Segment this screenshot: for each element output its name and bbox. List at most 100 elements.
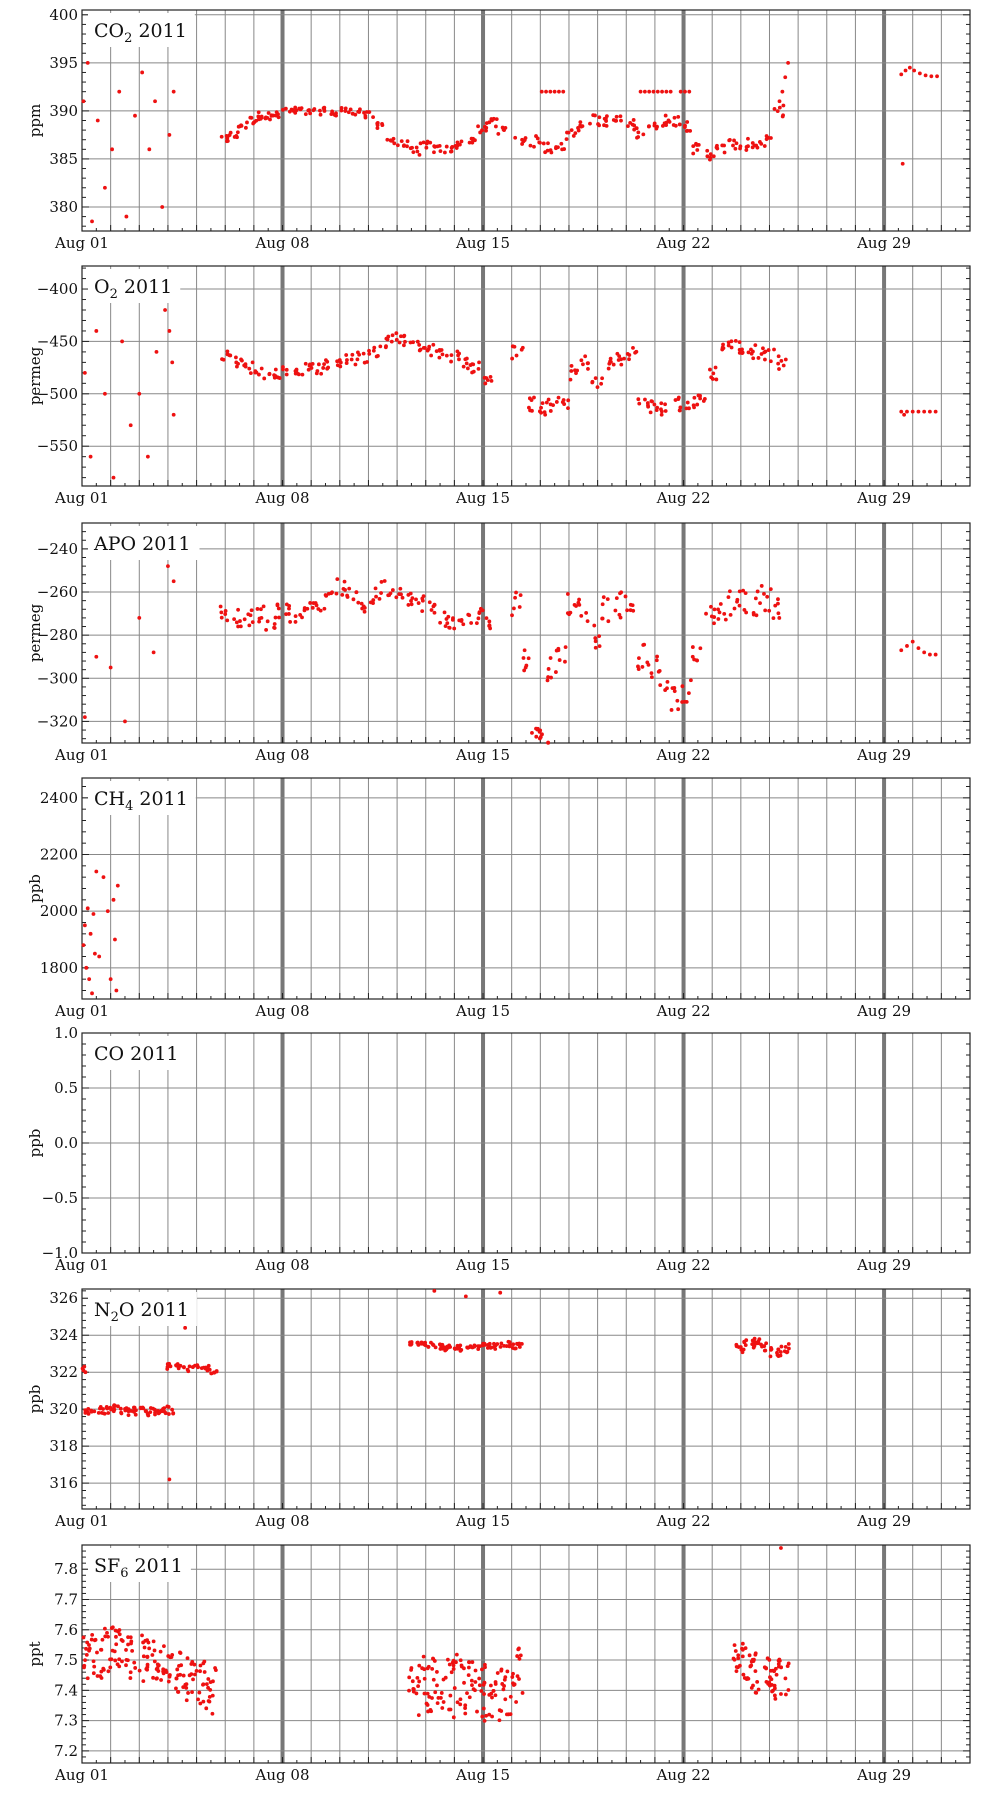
data-point	[264, 627, 268, 632]
y-tick-label: 380	[49, 198, 78, 216]
data-point	[517, 605, 522, 609]
data-point	[411, 340, 415, 345]
data-point	[84, 1652, 89, 1657]
data-point	[322, 362, 327, 367]
data-point	[457, 142, 462, 147]
panel-title-text: APO 2011	[93, 533, 191, 555]
data-point	[321, 366, 326, 370]
data-point	[573, 131, 578, 136]
data-point	[709, 375, 714, 380]
data-point	[722, 611, 727, 616]
data-point	[682, 125, 687, 130]
data-point	[611, 362, 616, 367]
data-point	[206, 1677, 211, 1681]
y-tick-label: 390	[49, 102, 78, 120]
data-point	[740, 350, 745, 355]
data-point	[905, 644, 909, 648]
data-point	[425, 1691, 430, 1696]
data-point	[113, 1658, 118, 1663]
data-point	[273, 615, 278, 620]
data-point	[225, 352, 230, 357]
data-point	[514, 590, 518, 595]
data-point	[251, 121, 256, 126]
data-point	[689, 678, 693, 683]
data-point	[160, 205, 165, 209]
data-point	[750, 349, 755, 354]
data-point	[367, 348, 371, 353]
data-point	[359, 601, 364, 606]
data-point	[235, 130, 240, 135]
data-point	[546, 675, 551, 679]
data-point	[421, 140, 426, 145]
data-point	[727, 589, 732, 594]
data-point	[766, 348, 771, 352]
data-point	[238, 624, 243, 629]
data-point	[575, 368, 580, 373]
data-point	[243, 125, 248, 130]
panel-4: 1800 2000 2200 2400 Aug 01 Aug 08 Aug 15 Aug 22…	[26, 777, 971, 1020]
data-point	[293, 620, 298, 624]
data-point	[452, 626, 457, 631]
data-point	[147, 147, 152, 152]
data-point	[153, 99, 157, 104]
data-point	[242, 617, 247, 622]
data-point	[427, 344, 432, 349]
data-point	[907, 65, 912, 70]
data-point	[219, 610, 224, 615]
data-point	[773, 1696, 778, 1701]
panel-title: SF6 2011	[88, 1548, 191, 1582]
data-point	[507, 1340, 512, 1345]
data-point	[471, 362, 476, 367]
data-point	[455, 1700, 460, 1705]
y-tick-label: 318	[49, 1437, 78, 1455]
data-point	[145, 1411, 150, 1416]
data-point	[522, 668, 527, 673]
data-point	[744, 610, 749, 615]
data-point	[684, 700, 689, 704]
panel-title-background	[88, 781, 196, 815]
data-point	[554, 670, 558, 674]
data-point	[84, 1646, 88, 1651]
data-point	[777, 616, 782, 620]
data-point	[126, 1413, 131, 1418]
data-point	[695, 148, 700, 152]
data-point	[606, 366, 611, 371]
data-point	[344, 361, 349, 365]
data-point	[430, 1667, 435, 1671]
data-point	[151, 1639, 156, 1644]
data-point	[775, 109, 780, 114]
x-tick-label: Aug 29	[856, 234, 911, 252]
panel-title-background	[88, 269, 181, 303]
y-tick-label: 7.8	[54, 1560, 78, 1578]
data-point	[495, 1342, 500, 1346]
data-point	[709, 604, 713, 609]
data-point	[467, 1695, 472, 1700]
data-point	[129, 1641, 133, 1646]
data-point	[717, 610, 722, 615]
data-point	[293, 110, 298, 115]
data-point	[308, 111, 313, 116]
data-point	[140, 1633, 144, 1638]
data-point	[760, 1344, 764, 1349]
data-point	[145, 1662, 150, 1667]
data-point	[141, 1654, 146, 1659]
data-point	[287, 612, 291, 616]
data-point	[929, 74, 934, 79]
data-point	[389, 339, 394, 344]
data-point	[720, 345, 725, 350]
data-point	[663, 409, 668, 413]
data-point	[729, 339, 734, 344]
data-point	[176, 1690, 181, 1694]
data-point	[161, 1669, 166, 1674]
data-point	[410, 1679, 415, 1684]
data-point	[593, 645, 598, 650]
data-point	[585, 361, 590, 366]
data-point	[154, 1676, 159, 1681]
data-point	[166, 564, 170, 569]
x-tick-label: Aug 29	[856, 1766, 911, 1784]
data-point	[433, 1690, 438, 1695]
data-point	[395, 143, 400, 148]
data-point	[308, 601, 313, 605]
data-point	[256, 110, 261, 115]
